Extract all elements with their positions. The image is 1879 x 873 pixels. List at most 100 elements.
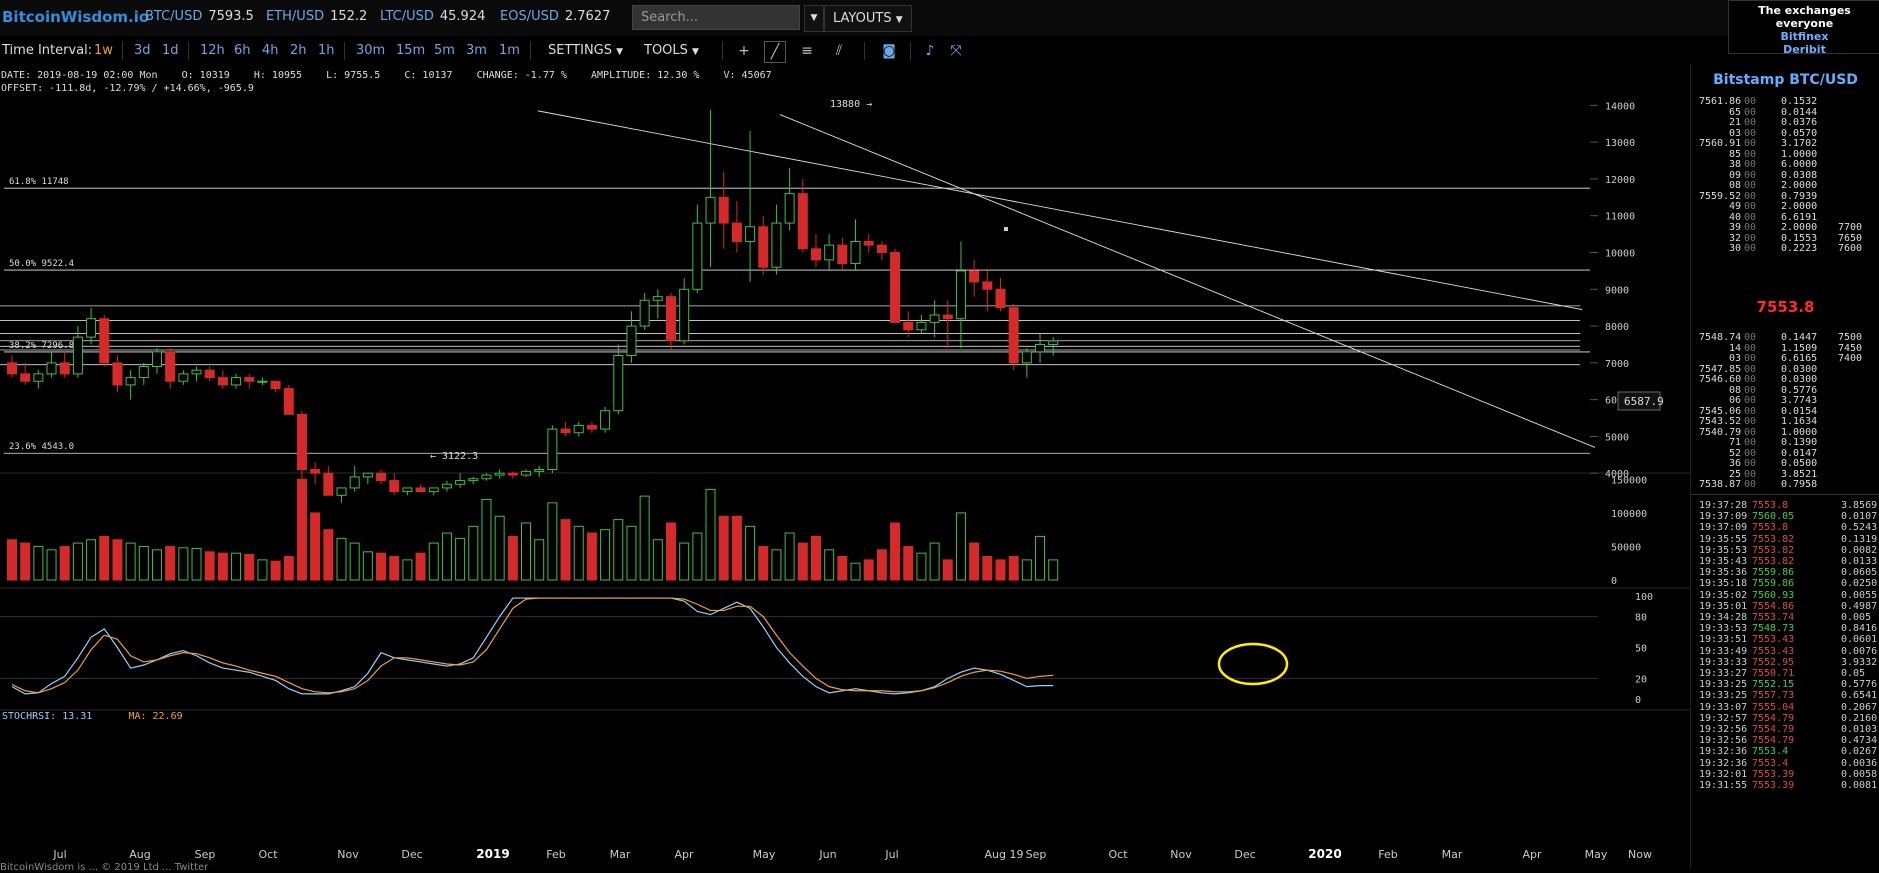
volume-bar: [955, 512, 966, 581]
volume-bar: [231, 552, 242, 581]
trade-row: 19:33:25 7552.15 0.5776: [1691, 679, 1879, 691]
volume-bar: [521, 522, 532, 581]
line-tool-icon[interactable]: ╱: [764, 41, 786, 63]
trade-amount: 0.005: [1841, 612, 1872, 623]
trade-time: 19:32:36: [1699, 746, 1748, 758]
ticker-btc[interactable]: BTC/USD 7593.5: [145, 9, 254, 24]
stoch-tick-label: 0: [1635, 695, 1641, 706]
book-price: 7560.91: [1699, 138, 1742, 149]
volume-bar: [112, 539, 123, 581]
toolbar-divider: [344, 42, 345, 60]
trade-time: 19:37:09: [1699, 522, 1748, 534]
trade-amount: 0.1319: [1841, 533, 1878, 545]
trade-time: 19:35:18: [1699, 578, 1748, 590]
interval-15m[interactable]: 15m: [396, 43, 426, 58]
interval-30m[interactable]: 30m: [356, 43, 386, 58]
candle-body: [982, 281, 993, 290]
book-price-suffix: 00: [1744, 148, 1757, 160]
interval-6h[interactable]: 6h: [234, 43, 251, 58]
volume-bar: [863, 559, 874, 581]
volume-bar: [810, 535, 821, 581]
trade-price: 7554.79: [1752, 724, 1795, 735]
interval-1w[interactable]: 1w: [94, 43, 113, 58]
ticker-ltc[interactable]: LTC/USD 45.924: [380, 9, 485, 24]
volume-bar: [1021, 559, 1032, 581]
interval-4h[interactable]: 4h: [262, 43, 279, 58]
bid-row: 52 00 0.0147: [1691, 448, 1879, 460]
candle-body: [797, 193, 808, 250]
trade-row: 19:35:53 7553.82 0.0082: [1691, 545, 1879, 557]
interval-2h[interactable]: 2h: [290, 43, 307, 58]
interval-1h[interactable]: 1h: [318, 43, 335, 58]
candle-body: [639, 299, 650, 327]
trade-time: 19:35:02: [1699, 589, 1748, 601]
crosshair-icon[interactable]: +: [738, 43, 750, 59]
candle-body: [59, 362, 70, 375]
trade-time: 19:34:28: [1699, 612, 1748, 623]
market-title[interactable]: Bitstamp BTC/USD: [1713, 72, 1858, 88]
book-amount: 1.0000: [1781, 426, 1818, 438]
trade-amount: 0.0250: [1841, 578, 1878, 590]
interval-1m[interactable]: 1m: [499, 43, 520, 58]
hline-tool-icon[interactable]: ≡: [801, 43, 813, 59]
ticker-btc-label: BTC/USD: [145, 9, 203, 24]
candle-body: [692, 222, 703, 290]
trade-time: 19:33:25: [1699, 679, 1748, 691]
exchanges-ad[interactable]: The exchanges everyone Bitfinex Deribit: [1728, 0, 1879, 56]
price-tick-label: 4000: [1605, 469, 1629, 480]
settings-menu[interactable]: SETTINGS ▼: [548, 43, 623, 58]
volume-bar: [745, 525, 756, 581]
volume-bar: [824, 549, 835, 581]
candle-body: [521, 470, 532, 476]
trade-price: 7557.73: [1752, 690, 1795, 702]
book-price: 03: [1729, 127, 1742, 139]
book-price: 7547.85: [1699, 363, 1742, 375]
fullscreen-icon[interactable]: ⤧: [950, 43, 962, 59]
volume-bar: [59, 545, 70, 581]
interval-1d[interactable]: 1d: [162, 43, 179, 58]
camera-icon[interactable]: ◙: [882, 43, 896, 59]
exchange-link-deribit[interactable]: Deribit: [1783, 43, 1826, 56]
bid-row: 7543.52 00 1.1634: [1691, 416, 1879, 428]
book-depth-level: 7650: [1838, 232, 1863, 244]
brand-logo[interactable]: BitcoinWisdom.io: [2, 8, 150, 26]
search-input[interactable]: Search...: [632, 5, 800, 30]
toolbar-divider: [910, 42, 911, 60]
time-axis-label: 2020: [1308, 847, 1341, 861]
book-price: 7561.86: [1699, 96, 1742, 107]
trade-row: 19:35:36 7559.86 0.0605: [1691, 567, 1879, 579]
volume-bar: [178, 547, 189, 581]
book-amount: 0.1553: [1781, 232, 1818, 244]
book-amount: 0.0500: [1781, 458, 1818, 469]
candle-body: [745, 226, 756, 242]
candle-body: [7, 362, 17, 375]
fib-tool-icon[interactable]: ⫽: [835, 43, 843, 59]
book-price-suffix: 00: [1744, 106, 1757, 118]
interval-5m[interactable]: 5m: [434, 43, 455, 58]
interval-3d[interactable]: 3d: [134, 43, 151, 58]
alert-bell-icon[interactable]: ♪: [925, 43, 935, 59]
ticker-eos[interactable]: EOS/USD 2.7627: [500, 9, 610, 24]
interval-3m[interactable]: 3m: [466, 43, 487, 58]
volume-bar: [784, 532, 795, 581]
price-tick-label: 14000: [1605, 101, 1635, 112]
exchange-link-bitfinex[interactable]: Bitfinex: [1780, 30, 1829, 43]
interval-12h[interactable]: 12h: [200, 43, 225, 58]
book-price-suffix: 00: [1744, 159, 1757, 170]
trade-amount: 0.0082: [1841, 544, 1878, 556]
candle-body: [1021, 351, 1032, 364]
book-amount: 3.7743: [1781, 395, 1818, 406]
book-price: 7540.79: [1699, 426, 1742, 438]
tools-menu[interactable]: TOOLS ▼: [644, 43, 699, 58]
time-axis-label: Apr: [674, 848, 694, 861]
book-price: 71: [1729, 437, 1742, 448]
price-chart[interactable]: 4000500060007000800090001000011000120001…: [0, 64, 1690, 862]
book-price: 21: [1729, 117, 1742, 128]
candle-body: [481, 474, 492, 480]
search-dropdown-icon[interactable]: ▼: [804, 5, 824, 32]
layouts-dropdown[interactable]: LAYOUTS ▼: [824, 5, 912, 32]
ticker-eth[interactable]: ETH/USD 152.2: [266, 9, 367, 24]
bid-row: 7548.74 00 0.1447 7500: [1691, 332, 1879, 344]
candle-body: [613, 355, 624, 412]
candle-body: [204, 369, 215, 379]
